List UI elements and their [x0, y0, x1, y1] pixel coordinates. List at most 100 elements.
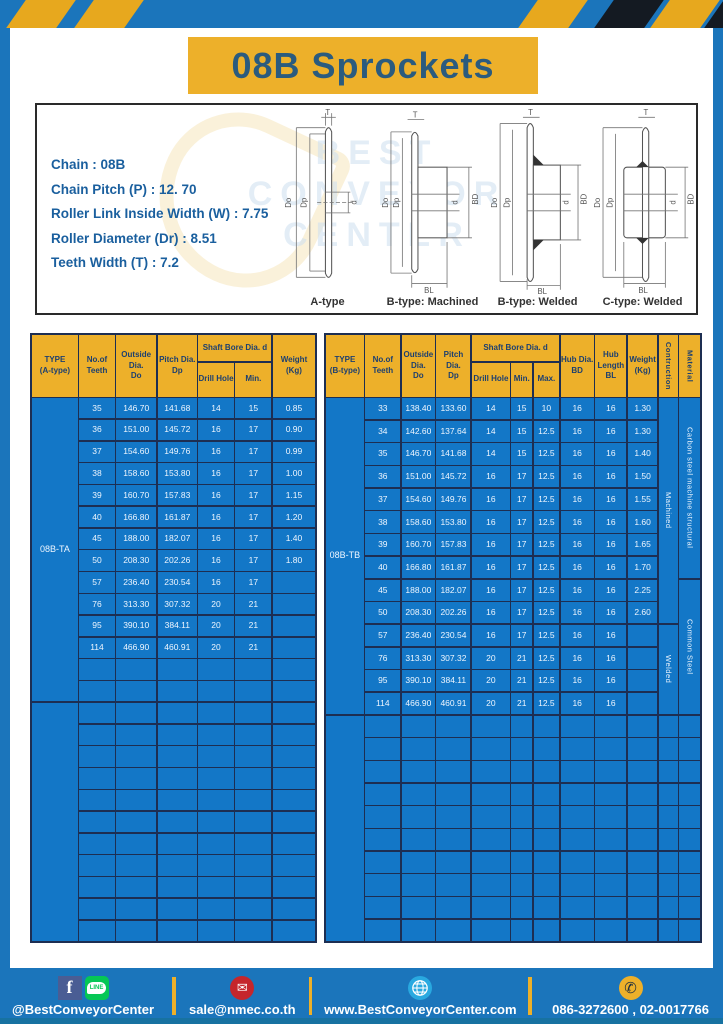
- table-cell: [658, 806, 678, 828]
- table-cell: [365, 783, 401, 805]
- table-cell: [365, 715, 401, 737]
- table-cell: [511, 761, 533, 783]
- table-cell: 1.15: [272, 485, 315, 506]
- table-cell: 313.30: [401, 647, 435, 669]
- table-cell: 1.00: [272, 463, 315, 484]
- table-cell: 1.40: [272, 528, 315, 549]
- table-cell: 17: [235, 419, 272, 441]
- table-cell: 36: [79, 419, 115, 441]
- table-cell: [272, 594, 315, 615]
- table-cell: [116, 681, 157, 702]
- header-cell: Weight (Kg): [627, 335, 658, 397]
- table-cell: 45: [365, 579, 401, 601]
- table-cell: 17: [511, 488, 533, 510]
- table-cell: 1.30: [627, 398, 658, 420]
- table-a-type: TYPE (A-type) No.of Teeth Outside Dia. Do P…: [30, 333, 317, 943]
- table-cell: [401, 919, 435, 941]
- social-handle[interactable]: @BestConveyorCenter: [12, 1001, 155, 1017]
- bottom-edge: [0, 1018, 723, 1024]
- table-cell: [627, 897, 658, 919]
- table-cell: 17: [511, 624, 533, 647]
- table-cell: 16: [471, 624, 510, 647]
- c-type-welded-drawing: Do Dp T d: [593, 109, 695, 295]
- email-address[interactable]: sale@nmec.co.th: [188, 1001, 296, 1017]
- table-cell: [533, 738, 560, 760]
- table-cell: [198, 811, 234, 833]
- table-cell: 16: [198, 419, 234, 441]
- table-cell: [533, 783, 560, 805]
- table-cell: 17: [235, 572, 272, 593]
- chain-specs: Chain : 08B Chain Pitch (P) : 12. 70 Rolle…: [51, 153, 268, 276]
- svg-text:BL: BL: [538, 287, 548, 296]
- table-cell: 1.65: [627, 534, 658, 556]
- mail-icon[interactable]: ✉: [230, 975, 255, 1000]
- table-cell: [235, 790, 272, 811]
- line-icon[interactable]: LINE: [84, 975, 109, 1000]
- table-cell: 390.10: [401, 670, 435, 692]
- table-cell: 16: [471, 511, 510, 533]
- table-cell: [533, 829, 560, 851]
- table-cell: 40: [79, 506, 115, 528]
- table-cell: 1.30: [627, 420, 658, 442]
- hazard-stripe: [69, 0, 149, 28]
- globe-icon[interactable]: [408, 975, 433, 1000]
- table-cell: [157, 855, 197, 876]
- table-cell: [471, 738, 510, 760]
- table-cell: 188.00: [116, 528, 157, 549]
- table-cell: 12.5: [533, 670, 560, 692]
- table-cell: 16: [471, 602, 510, 624]
- table-cell: 16: [560, 602, 594, 624]
- table-cell: [272, 681, 315, 702]
- table-cell: 21: [511, 647, 533, 669]
- phone-numbers[interactable]: 086-3272600 , 02-0017766: [552, 1001, 709, 1017]
- table-cell: [511, 919, 533, 941]
- table-cell: 16: [595, 556, 627, 578]
- table-cell: 307.32: [157, 594, 197, 615]
- table-cell: 182.07: [157, 528, 197, 549]
- title-banner: 08B Sprockets: [188, 37, 538, 94]
- table-cell: [157, 790, 197, 811]
- table-cell: [235, 724, 272, 745]
- table-cell: 16: [471, 556, 510, 578]
- website-url[interactable]: www.BestConveyorCenter.com: [324, 1001, 517, 1017]
- diagram-caption: B-type: Machined: [386, 296, 479, 308]
- table-cell: 15: [511, 443, 533, 465]
- svg-text:BL: BL: [424, 286, 434, 295]
- table-cell: [235, 681, 272, 702]
- table-cell: [511, 715, 533, 737]
- table-cell: 153.80: [436, 511, 471, 533]
- table-cell: [627, 647, 658, 669]
- table-cell: 161.87: [157, 506, 197, 528]
- table-cell: [401, 761, 435, 783]
- table-cell: 16: [560, 534, 594, 556]
- table-cell: 1.60: [627, 511, 658, 533]
- table-cell: [595, 738, 627, 760]
- table-cell: [511, 829, 533, 851]
- table-cell: [157, 681, 197, 702]
- table-cell: 12.5: [533, 443, 560, 465]
- table-cell: [436, 783, 471, 805]
- b-type-machined-drawing: Do Dp T d BD: [381, 110, 480, 295]
- page-title: 08B Sprockets: [231, 44, 495, 86]
- table-cell: 160.70: [116, 485, 157, 506]
- svg-text:BD: BD: [579, 193, 588, 204]
- table-cell: [116, 790, 157, 811]
- table-cell: 182.07: [436, 579, 471, 601]
- table-cell: [533, 874, 560, 896]
- table-cell: 21: [235, 637, 272, 658]
- phone-icon[interactable]: ✆: [618, 975, 643, 1000]
- header-cell: Material: [679, 335, 700, 397]
- svg-text:BD: BD: [471, 193, 480, 204]
- table-cell: 15: [235, 398, 272, 419]
- table-cell: 12.5: [533, 488, 560, 510]
- table-cell: [595, 715, 627, 737]
- table-cell: 21: [235, 615, 272, 637]
- svg-text:Dp: Dp: [392, 198, 401, 208]
- spec-line: Chain : 08B: [51, 157, 126, 172]
- header-cell: TYPE (B-type): [326, 335, 364, 397]
- diagram-b-type-machined: Do Dp T d BD: [380, 109, 485, 311]
- facebook-icon[interactable]: f: [57, 975, 82, 1000]
- table-cell: 14: [471, 443, 510, 465]
- table-cell: 158.60: [401, 511, 435, 533]
